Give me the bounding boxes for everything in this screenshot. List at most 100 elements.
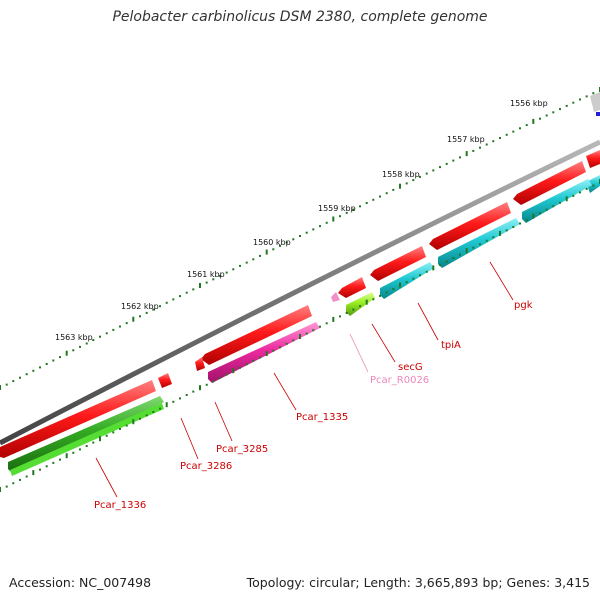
- scale-minor-tick: [339, 215, 341, 218]
- scale-minor-tick: [59, 356, 61, 359]
- gene-arrow-red: [158, 373, 172, 388]
- inner-minor-tick: [105, 434, 108, 437]
- scale-minor-tick: [79, 345, 81, 348]
- gene-label-Pcar_3286[interactable]: Pcar_3286: [180, 461, 232, 472]
- inner-minor-tick: [412, 277, 415, 280]
- inner-minor-tick: [72, 451, 75, 454]
- scale-minor-tick: [319, 225, 321, 228]
- inner-minor-tick: [5, 485, 8, 488]
- rna-marker-pink: [331, 292, 340, 302]
- inner-major-tick: [0, 487, 1, 492]
- tick-label-1557: 1557 kbp: [447, 135, 485, 144]
- leader-Pcar_3285: [214, 401, 233, 442]
- scale-major-tick: [399, 183, 401, 189]
- inner-major-tick: [565, 196, 568, 202]
- inner-minor-tick: [572, 194, 575, 197]
- scale-minor-tick: [365, 202, 368, 204]
- scale-minor-tick: [419, 175, 421, 178]
- gene-label-Pcar_1335[interactable]: Pcar_1335: [296, 412, 348, 423]
- scale-minor-tick: [325, 221, 328, 224]
- scale-minor-tick: [225, 271, 228, 274]
- inner-minor-tick: [452, 257, 455, 259]
- gene-arrow-red: [195, 357, 205, 371]
- gene-label-secG[interactable]: secG: [398, 362, 423, 373]
- inner-minor-tick: [19, 478, 21, 481]
- inner-minor-tick: [219, 377, 221, 379]
- scale-minor-tick: [219, 274, 221, 277]
- scale-minor-tick: [152, 308, 155, 311]
- gene-arrow-cyan: [438, 218, 520, 268]
- scale-minor-tick: [125, 322, 128, 325]
- scale-minor-tick: [139, 315, 141, 318]
- scale-minor-tick: [299, 235, 301, 237]
- inner-minor-tick: [179, 397, 181, 400]
- tick-label-1562: 1562 kbp: [121, 302, 159, 311]
- scale-minor-tick: [492, 140, 495, 143]
- inner-minor-tick: [359, 305, 361, 308]
- scale-minor-tick: [412, 179, 415, 182]
- inner-major-tick: [399, 282, 401, 288]
- inner-minor-tick: [245, 363, 248, 366]
- inner-minor-tick: [392, 288, 395, 290]
- reverse-strand-genes: [8, 175, 600, 476]
- gene-label-Pcar_3285[interactable]: Pcar_3285: [216, 444, 268, 455]
- gene-label-Pcar_R0026[interactable]: Pcar_R0026: [370, 375, 429, 386]
- inner-minor-tick: [239, 366, 241, 369]
- tick-label-1559: 1559 kbp: [318, 204, 356, 213]
- inner-minor-tick: [459, 253, 461, 256]
- inner-major-tick: [65, 453, 68, 459]
- inner-minor-tick: [525, 219, 528, 222]
- scale-minor-tick: [479, 146, 481, 149]
- inner-minor-tick: [352, 308, 355, 311]
- scale-minor-tick: [19, 376, 21, 379]
- inner-minor-tick: [272, 349, 275, 352]
- gene-label-tpiA[interactable]: tpiA: [441, 340, 461, 351]
- inner-minor-tick: [192, 390, 195, 393]
- inner-minor-tick: [172, 400, 175, 403]
- scale-minor-tick: [499, 137, 501, 139]
- scale-minor-tick: [292, 238, 295, 241]
- inner-minor-tick: [579, 191, 581, 194]
- tick-label-1556: 1556 kbp: [510, 99, 548, 108]
- inner-minor-tick: [385, 291, 388, 294]
- scale-minor-tick: [192, 288, 195, 291]
- inner-major-tick: [532, 213, 535, 219]
- scale-minor-tick: [92, 339, 95, 342]
- tick-label-1560: 1560 kbp: [253, 238, 291, 247]
- label-leaders: [95, 261, 514, 498]
- inner-minor-tick: [305, 332, 308, 335]
- scale-major-tick: [532, 118, 535, 124]
- scale-ruler: [0, 87, 600, 390]
- scale-minor-tick: [232, 268, 235, 271]
- accession-text: Accession: NC_007498: [9, 575, 152, 590]
- scale-minor-tick: [572, 101, 575, 104]
- inner-minor-tick: [252, 359, 255, 362]
- scale-minor-tick: [272, 248, 275, 251]
- inner-minor-tick: [52, 461, 55, 464]
- leader-pgk: [489, 261, 514, 301]
- scale-minor-tick: [119, 325, 121, 328]
- inner-major-tick: [465, 248, 468, 254]
- inner-minor-tick: [519, 222, 521, 225]
- gene-label-pgk[interactable]: pgk: [514, 300, 533, 311]
- scale-minor-tick: [5, 383, 8, 386]
- inner-minor-tick: [119, 428, 121, 430]
- inner-minor-tick: [539, 212, 541, 215]
- gene-label-Pcar_1336[interactable]: Pcar_1336: [94, 500, 146, 511]
- inner-minor-tick: [159, 407, 161, 410]
- gene-arrow-green-edge: [10, 403, 164, 476]
- scale-major-tick: [465, 151, 468, 157]
- inner-major-tick: [232, 368, 235, 374]
- inner-minor-tick: [145, 414, 148, 417]
- inner-minor-tick: [325, 322, 328, 325]
- scale-minor-tick: [545, 114, 548, 117]
- inner-minor-tick: [152, 411, 155, 413]
- scale-major-tick: [265, 249, 268, 255]
- scale-major-tick: [199, 283, 201, 288]
- gene-arrow-red: [201, 305, 312, 365]
- scale-major-tick: [132, 316, 135, 322]
- scale-minor-tick: [439, 166, 441, 169]
- gene-arrow-red: [338, 277, 366, 298]
- scale-minor-tick: [165, 301, 168, 304]
- scale-minor-tick: [252, 258, 255, 261]
